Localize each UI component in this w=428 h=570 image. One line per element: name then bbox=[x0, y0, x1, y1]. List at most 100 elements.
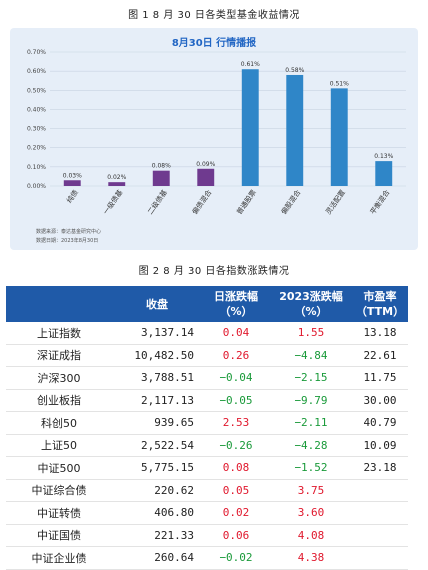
pe-cell: 23.18 bbox=[352, 456, 408, 480]
ytd-change-cell: 4.38 bbox=[270, 546, 352, 570]
y-tick-label: 0.00% bbox=[27, 183, 46, 190]
figure-2-caption: 图 2 8 月 30 日各指数涨跌情况 bbox=[138, 266, 290, 277]
pe-cell: 10.09 bbox=[352, 434, 408, 457]
index-name-cell: 沪深300 bbox=[6, 366, 112, 390]
close-cell: 2,522.54 bbox=[112, 434, 202, 457]
bar bbox=[108, 182, 126, 186]
pe-cell: 22.61 bbox=[352, 344, 408, 367]
bar bbox=[63, 180, 81, 186]
bar-value-label: 0.13% bbox=[374, 153, 393, 160]
index-performance-table: 收盘 日涨跌幅 （%） 2023涨跌幅 （%） 市盈率 （TTM） 上证指数 3,137.14… bbox=[6, 286, 408, 570]
x-tick-label: 平衡混合 bbox=[368, 188, 391, 216]
ytd-change-cell: −2.15 bbox=[270, 366, 352, 390]
day-change-cell: −0.26 bbox=[202, 434, 270, 457]
index-name-cell: 创业板指 bbox=[6, 389, 112, 412]
day-change-cell: −0.04 bbox=[202, 366, 270, 390]
table-row: 创业板指 2,117.13 −0.05 −9.79 30.00 bbox=[6, 389, 408, 412]
figure-1-caption: 图 1 8 月 30 日各类型基金收益情况 bbox=[128, 10, 300, 21]
close-cell: 2,117.13 bbox=[112, 389, 202, 412]
bar-value-label: 0.61% bbox=[241, 61, 260, 68]
x-tick-label: 灵活配置 bbox=[323, 188, 346, 216]
close-cell: 260.64 bbox=[112, 546, 202, 570]
day-change-cell: 0.04 bbox=[202, 322, 270, 345]
close-cell: 10,482.50 bbox=[112, 344, 202, 367]
table-body: 上证指数 3,137.14 0.04 1.55 13.18 深证成指 10,482.50 0.… bbox=[6, 322, 408, 570]
y-tick-label: 0.20% bbox=[27, 145, 46, 152]
index-name-cell: 上证指数 bbox=[6, 322, 112, 345]
table-row: 深证成指 10,482.50 0.26 −4.84 22.61 bbox=[6, 344, 408, 367]
day-change-cell: 0.26 bbox=[202, 344, 270, 367]
x-tick-label: 普通股票 bbox=[234, 188, 257, 216]
chart-source-note: 数据来源：泰达基金研究中心 bbox=[36, 229, 102, 235]
pe-cell bbox=[352, 546, 408, 570]
ytd-change-cell: −2.11 bbox=[270, 411, 352, 435]
bar-value-label: 0.58% bbox=[285, 67, 304, 74]
bar-value-label: 0.03% bbox=[63, 172, 82, 179]
bar bbox=[286, 74, 304, 186]
x-tick-label: 纯债 bbox=[64, 188, 79, 205]
bar bbox=[330, 88, 348, 186]
close-cell: 3,137.14 bbox=[112, 322, 202, 345]
x-tick-label: 偏股混合 bbox=[279, 188, 302, 216]
ytd-change-cell: −4.28 bbox=[270, 434, 352, 457]
bar bbox=[152, 170, 170, 186]
chart-date-note: 数据日期：2023年8月30日 bbox=[36, 238, 99, 244]
table-row: 上证50 2,522.54 −0.26 −4.28 10.09 bbox=[6, 434, 408, 457]
table-row: 上证指数 3,137.14 0.04 1.55 13.18 bbox=[6, 322, 408, 345]
ytd-change-cell: 4.08 bbox=[270, 524, 352, 547]
table-row: 中证500 5,775.15 0.08 −1.52 23.18 bbox=[6, 456, 408, 480]
bar-value-label: 0.02% bbox=[107, 174, 126, 181]
x-tick-label: 偏债混合 bbox=[190, 188, 213, 216]
header-cell: 市盈率 （TTM） bbox=[352, 286, 408, 322]
table-row: 中证转债 406.80 0.02 3.60 bbox=[6, 501, 408, 525]
pe-cell: 13.18 bbox=[352, 322, 408, 345]
x-tick-label: 二级债基 bbox=[145, 188, 168, 216]
index-name-cell: 中证综合债 bbox=[6, 479, 112, 502]
index-name-cell: 中证企业债 bbox=[6, 546, 112, 570]
ytd-change-cell: −9.79 bbox=[270, 389, 352, 412]
bar bbox=[375, 161, 393, 186]
close-cell: 939.65 bbox=[112, 411, 202, 435]
day-change-cell: 0.08 bbox=[202, 456, 270, 480]
table-header-row: 收盘 日涨跌幅 （%） 2023涨跌幅 （%） 市盈率 （TTM） bbox=[6, 286, 408, 322]
header-cell bbox=[6, 286, 112, 322]
bar-value-label: 0.51% bbox=[330, 80, 349, 87]
pe-cell: 30.00 bbox=[352, 389, 408, 412]
table-row: 科创50 939.65 2.53 −2.11 40.79 bbox=[6, 411, 408, 435]
fund-return-bar-chart: 0.00% 0.10% 0.20% 0.30% 0.40% 0.50% 0.60% 0.70%… bbox=[27, 49, 406, 216]
day-change-cell: 2.53 bbox=[202, 411, 270, 435]
fund-return-chart-panel: 8月30日 行情播报 0.00% 0.10% 0.20% 0.30% 0.40% 0.50… bbox=[10, 28, 418, 250]
table-row: 中证企业债 260.64 −0.02 4.38 bbox=[6, 546, 408, 570]
day-change-cell: −0.02 bbox=[202, 546, 270, 570]
y-tick-label: 0.10% bbox=[27, 164, 46, 171]
y-tick-label: 0.30% bbox=[27, 126, 46, 133]
index-name-cell: 中证500 bbox=[6, 456, 112, 480]
index-name-cell: 中证国债 bbox=[6, 524, 112, 547]
pe-cell: 11.75 bbox=[352, 366, 408, 390]
ytd-change-cell: 1.55 bbox=[270, 322, 352, 345]
index-name-cell: 上证50 bbox=[6, 434, 112, 457]
bar bbox=[241, 69, 259, 186]
table-row: 中证综合债 220.62 0.05 3.75 bbox=[6, 479, 408, 502]
day-change-cell: 0.02 bbox=[202, 501, 270, 525]
day-change-cell: 0.06 bbox=[202, 524, 270, 547]
ytd-change-cell: −4.84 bbox=[270, 344, 352, 367]
header-cell: 2023涨跌幅 （%） bbox=[270, 286, 352, 322]
index-name-cell: 科创50 bbox=[6, 411, 112, 435]
y-tick-label: 0.70% bbox=[27, 49, 46, 56]
close-cell: 406.80 bbox=[112, 501, 202, 525]
index-name-cell: 深证成指 bbox=[6, 344, 112, 367]
pe-cell: 40.79 bbox=[352, 411, 408, 435]
header-cell: 日涨跌幅 （%） bbox=[202, 286, 270, 322]
ytd-change-cell: 3.75 bbox=[270, 479, 352, 502]
close-cell: 3,788.51 bbox=[112, 366, 202, 390]
index-name-cell: 中证转债 bbox=[6, 501, 112, 525]
y-tick-label: 0.60% bbox=[27, 68, 46, 75]
y-tick-label: 0.40% bbox=[27, 106, 46, 113]
close-cell: 220.62 bbox=[112, 479, 202, 502]
close-cell: 5,775.15 bbox=[112, 456, 202, 480]
table-row: 中证国债 221.33 0.06 4.08 bbox=[6, 524, 408, 547]
ytd-change-cell: 3.60 bbox=[270, 501, 352, 525]
day-change-cell: −0.05 bbox=[202, 389, 270, 412]
chart-title: 8月30日 行情播报 bbox=[171, 38, 257, 49]
